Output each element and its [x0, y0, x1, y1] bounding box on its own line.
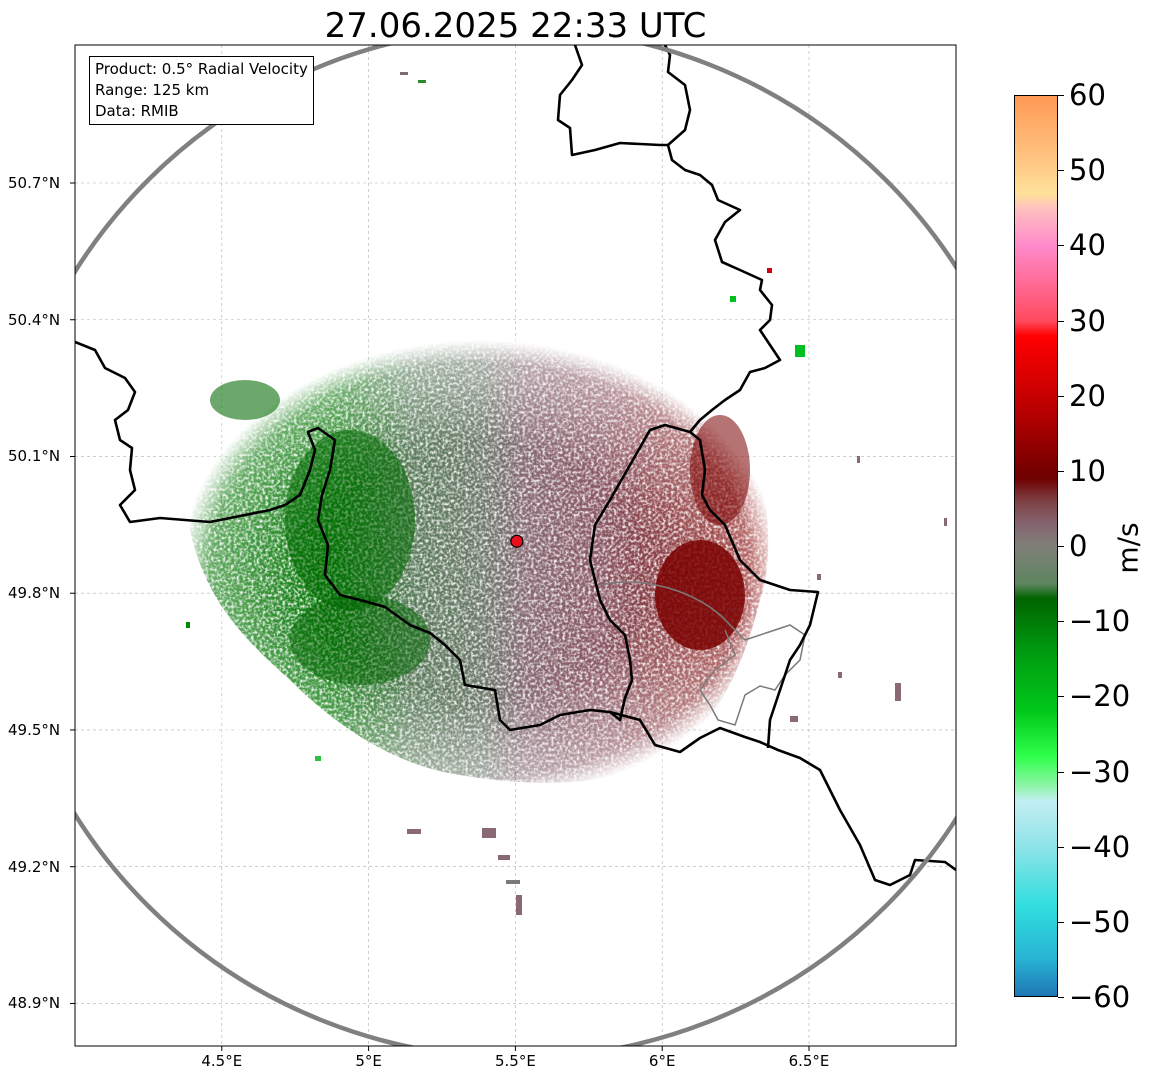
colorbar-tick: [1058, 95, 1064, 96]
colorbar-tick-label: −60: [1069, 980, 1131, 1014]
colorbar-tick-label: 10: [1069, 453, 1106, 488]
colorbar-unit-label: m/s: [1111, 522, 1145, 574]
colorbar-tick-label: 30: [1069, 303, 1106, 338]
colorbar-tick: [1058, 546, 1064, 547]
lat-tick-label: 49.5°N: [8, 720, 61, 739]
lon-tick-label: 5°E: [355, 1052, 382, 1070]
colorbar-tick: [1058, 997, 1064, 998]
colorbar-tick-label: −20: [1069, 679, 1131, 714]
lat-tick-label: 50.1°N: [8, 447, 61, 466]
map-title: 27.06.2025 22:33 UTC: [324, 6, 707, 46]
lon-tick-label: 6°E: [648, 1052, 676, 1070]
colorbar-tick: [1058, 245, 1064, 247]
colorbar-tick-label: −30: [1069, 754, 1131, 789]
colorbar-tick: [1058, 470, 1064, 472]
colorbar-tick-label: −40: [1069, 829, 1131, 864]
colorbar-tick-label: 60: [1069, 78, 1106, 112]
colorbar-tick-label: −50: [1069, 904, 1131, 939]
province-boundary: [599, 581, 806, 726]
colorbar-tick: [1058, 170, 1064, 172]
info-range: Range: 125 km: [95, 81, 210, 99]
radar-site-marker: [510, 534, 524, 548]
lon-tick-label: 6.5°E: [788, 1052, 830, 1070]
lon-tick-label: 5.5°E: [494, 1052, 536, 1070]
info-data-source: Data: RMIB: [95, 102, 179, 120]
lat-tick-label: 49.8°N: [8, 584, 61, 603]
lon-tick-label: 4.5°E: [201, 1052, 243, 1070]
colorbar-tick: [1058, 921, 1064, 923]
axis-ticks: [70, 182, 810, 1051]
colorbar-tick: [1058, 320, 1064, 322]
colorbar-tick-label: 50: [1069, 153, 1106, 188]
colorbar-tick: [1058, 621, 1064, 623]
colorbar-tick-label: 40: [1069, 228, 1106, 263]
colorbar-tick-label: −10: [1069, 604, 1131, 639]
colorbar-tick: [1058, 395, 1064, 397]
colorbar-tick: [1058, 846, 1064, 848]
colorbar-tick: [1058, 696, 1064, 698]
colorbar-tick: [1058, 771, 1064, 773]
lat-tick-label: 50.4°N: [8, 310, 61, 329]
lat-tick-label: 49.2°N: [8, 857, 61, 876]
colorbar-tick-label: 0: [1069, 529, 1088, 563]
info-box: Product: 0.5° Radial Velocity Range: 125…: [89, 56, 314, 125]
lat-tick-label: 48.9°N: [8, 994, 61, 1013]
colorbar-tick-label: 20: [1069, 378, 1106, 413]
country-borders: [75, 45, 956, 887]
colorbar: [1014, 95, 1058, 997]
lat-tick-label: 50.7°N: [8, 174, 61, 192]
info-product: Product: 0.5° Radial Velocity: [95, 60, 308, 78]
